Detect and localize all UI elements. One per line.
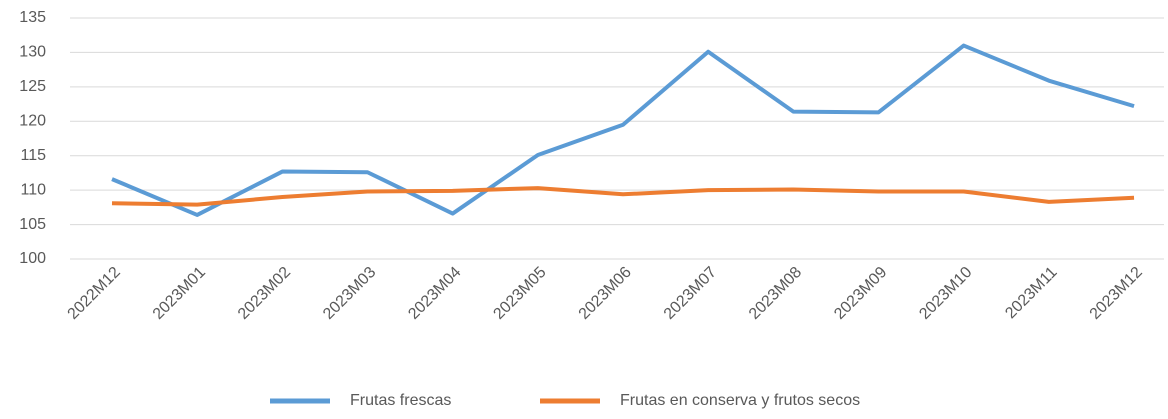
x-tick-label: 2023M09 xyxy=(831,264,890,323)
y-tick-label: 135 xyxy=(19,9,46,26)
y-tick-label: 105 xyxy=(19,216,46,233)
y-tick-label: 110 xyxy=(20,181,46,198)
series-line xyxy=(111,43,1135,217)
y-tick-label: 120 xyxy=(19,113,46,130)
x-tick-label: 2023M07 xyxy=(661,264,720,323)
x-tick-label: 2022M12 xyxy=(65,264,124,323)
x-tick-label: 2023M10 xyxy=(916,264,975,323)
legend-label: Frutas frescas xyxy=(350,392,451,409)
x-tick-label: 2023M11 xyxy=(1002,264,1060,322)
y-tick-label: 125 xyxy=(19,78,46,95)
x-tick-label: 2023M08 xyxy=(746,264,805,323)
x-tick-label: 2023M01 xyxy=(150,264,209,323)
x-tick-label: 2023M05 xyxy=(490,264,549,323)
x-tick-label: 2023M02 xyxy=(235,264,294,323)
y-tick-label: 100 xyxy=(19,250,46,267)
x-tick-label: 2023M12 xyxy=(1087,264,1146,323)
legend-label: Frutas en conserva y frutos secos xyxy=(620,392,860,409)
x-tick-label: 2023M03 xyxy=(320,264,379,323)
y-tick-label: 130 xyxy=(19,44,46,61)
series-line xyxy=(111,186,1135,207)
x-tick-label: 2023M06 xyxy=(576,264,635,323)
x-tick-label: 2023M04 xyxy=(405,264,464,323)
y-tick-label: 115 xyxy=(20,147,46,164)
